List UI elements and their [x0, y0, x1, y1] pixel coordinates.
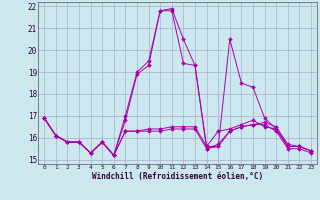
X-axis label: Windchill (Refroidissement éolien,°C): Windchill (Refroidissement éolien,°C) [92, 172, 263, 181]
